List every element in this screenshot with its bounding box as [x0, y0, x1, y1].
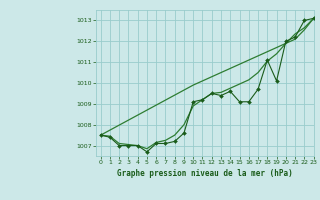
X-axis label: Graphe pression niveau de la mer (hPa): Graphe pression niveau de la mer (hPa)	[117, 169, 293, 178]
